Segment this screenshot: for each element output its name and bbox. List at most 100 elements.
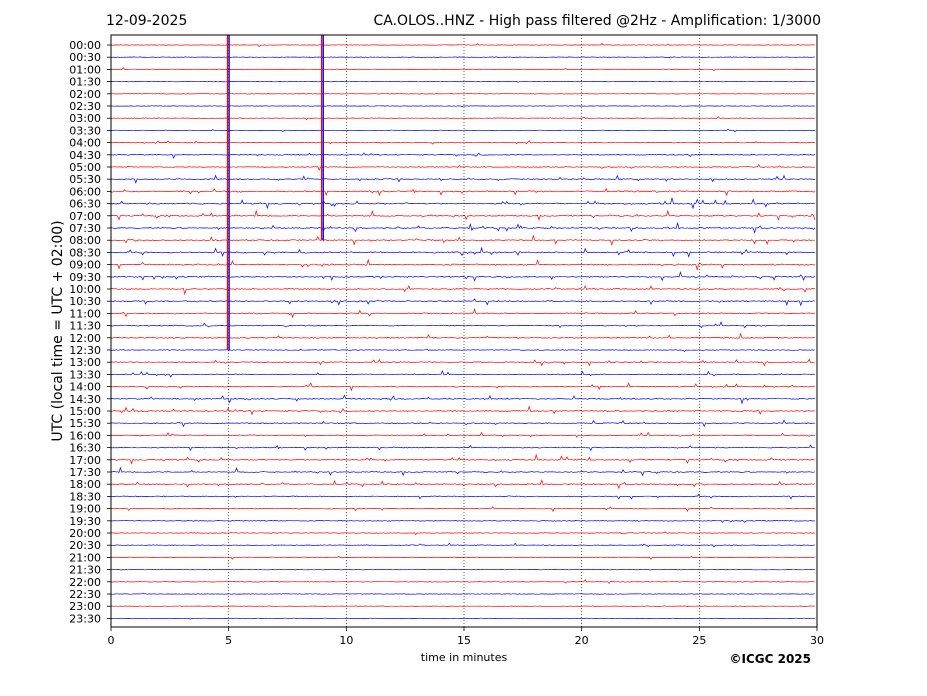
x-tick-label-20: 20 (575, 634, 589, 647)
row-label-0930: 09:30 (69, 271, 101, 284)
row-label-1230: 12:30 (69, 344, 101, 357)
row-label-0700: 07:00 (69, 210, 101, 223)
trace-row-0500 (111, 164, 815, 171)
trace-row-1530 (110, 419, 815, 428)
row-label-0800: 08:00 (69, 234, 101, 247)
trace-row-0130 (110, 81, 815, 83)
x-tick-label-10: 10 (339, 634, 353, 647)
row-label-2000: 20:00 (69, 527, 101, 540)
row-label-0500: 05:00 (69, 161, 101, 174)
x-axis-label: time in minutes (421, 651, 508, 664)
trace-row-0300 (110, 116, 815, 120)
row-label-1900: 19:00 (69, 503, 101, 516)
trace-row-1930 (110, 519, 815, 523)
trace-row-0600 (110, 188, 815, 197)
x-tick-label-0: 0 (108, 634, 115, 647)
trace-row-1030 (110, 298, 815, 307)
trace-row-1300 (110, 358, 815, 367)
row-label-0100: 01:00 (69, 63, 101, 76)
row-label-1800: 18:00 (69, 478, 101, 491)
trace-row-2000 (110, 531, 815, 536)
y-axis-label: UTC (local time = UTC + 02:00) (50, 220, 66, 441)
trace-row-1800 (110, 479, 815, 490)
row-label-1430: 14:30 (69, 393, 101, 406)
chart-date: 12-09-2025 (106, 13, 187, 29)
trace-row-0100 (110, 67, 815, 72)
trace-row-0530 (110, 174, 815, 184)
trace-row-1100 (110, 307, 816, 319)
row-label-2100: 21:00 (69, 551, 101, 564)
trace-row-1330 (110, 370, 815, 378)
row-label-0030: 00:30 (69, 51, 101, 64)
trace-row-1230 (110, 348, 815, 352)
row-label-1400: 14:00 (69, 381, 101, 394)
event-trace-1 (226, 35, 230, 350)
trace-row-0930 (110, 271, 815, 282)
row-label-0330: 03:30 (69, 124, 101, 137)
row-label-1600: 16:00 (69, 429, 101, 442)
x-tick-label-5: 5 (225, 634, 232, 647)
row-label-1700: 17:00 (69, 454, 101, 467)
row-time-labels: 00:0000:3001:0001:3002:0002:3003:0003:30… (69, 39, 111, 625)
x-tick-label-15: 15 (457, 634, 471, 647)
trace-row-1500 (110, 405, 815, 416)
row-label-0130: 01:30 (69, 76, 101, 89)
row-label-1630: 16:30 (69, 442, 101, 455)
row-label-2330: 23:30 (69, 612, 101, 625)
row-label-1130: 11:30 (69, 320, 101, 333)
trace-row-0730 (110, 221, 816, 234)
row-label-1300: 13:00 (69, 356, 101, 369)
trace-row-0700 (110, 209, 816, 221)
trace-row-1830 (110, 493, 815, 500)
row-label-1530: 15:30 (69, 417, 101, 430)
trace-row-0230 (111, 105, 815, 108)
row-label-0230: 02:30 (69, 100, 101, 113)
x-axis-ticks: 0 5 10 15 20 25 30 (108, 627, 824, 647)
row-label-0530: 05:30 (69, 173, 101, 186)
trace-row-0630 (110, 197, 815, 210)
row-label-1330: 13:30 (69, 368, 101, 381)
trace-row-2200 (110, 579, 815, 584)
row-label-0730: 07:30 (69, 222, 101, 235)
row-label-1200: 12:00 (69, 332, 101, 345)
trace-row-0330 (110, 128, 815, 133)
trace-row-0800 (110, 234, 815, 246)
row-label-1830: 18:30 (69, 490, 101, 503)
trace-row-1600 (110, 431, 815, 438)
row-label-0300: 03:00 (69, 112, 101, 125)
x-tick-label-30: 30 (810, 634, 824, 647)
copyright-label: ©ICGC 2025 (729, 652, 811, 666)
vertical-gridlines (228, 35, 700, 627)
row-label-0000: 00:00 (69, 39, 101, 52)
row-label-0600: 06:00 (69, 185, 101, 198)
trace-row-1630 (110, 444, 815, 452)
trace-row-2030 (110, 542, 815, 548)
trace-row-1730 (110, 466, 815, 477)
trace-row-1700 (110, 453, 815, 465)
trace-row-1430 (110, 394, 815, 405)
trace-row-0200 (111, 92, 815, 95)
row-label-0400: 04:00 (69, 137, 101, 150)
trace-row-1130 (110, 321, 815, 329)
trace-row-0830 (110, 246, 815, 258)
trace-row-2100 (110, 555, 815, 560)
row-label-1030: 10:30 (69, 295, 101, 308)
row-label-1730: 17:30 (69, 466, 101, 479)
trace-row-2330 (110, 617, 815, 620)
row-label-2300: 23:00 (69, 600, 101, 613)
plot-frame (110, 34, 818, 628)
row-label-1930: 19:30 (69, 515, 101, 528)
row-label-0630: 06:30 (69, 198, 101, 211)
row-label-2030: 20:30 (69, 539, 101, 552)
row-label-1100: 11:00 (69, 307, 101, 320)
trace-row-0000 (110, 42, 815, 48)
trace-row-1900 (110, 506, 815, 512)
row-label-1500: 15:00 (69, 405, 101, 418)
trace-row-0400 (110, 140, 815, 145)
row-label-2130: 21:30 (69, 564, 101, 577)
chart-title: CA.OLOS..HNZ - High pass filtered @2Hz -… (373, 13, 821, 29)
trace-row-1000 (110, 285, 815, 296)
trace-row-0030 (110, 56, 815, 59)
trace-row-1400 (110, 382, 815, 392)
